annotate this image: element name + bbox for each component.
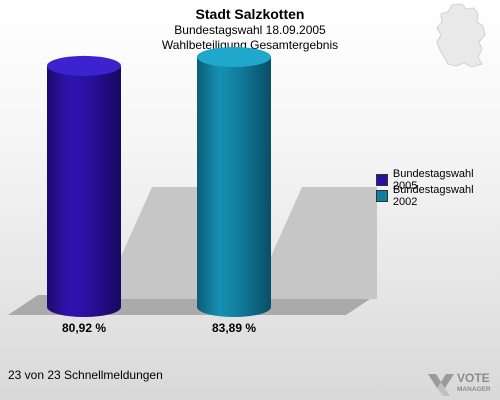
legend-swatch-2005 xyxy=(376,174,388,186)
legend-item-2002: Bundestagswahl 2002 xyxy=(376,184,500,208)
title-block: Stadt Salzkotten Bundestagswahl 18.09.20… xyxy=(0,6,500,53)
chart-subtitle: Bundestagswahl 18.09.2005 xyxy=(174,23,326,37)
bar-shadow xyxy=(102,187,227,299)
logo-text-vote: VOTE xyxy=(457,371,490,385)
legend-label-2005: Bundestagswahl 2005 xyxy=(392,168,474,192)
bar-top xyxy=(197,47,271,68)
bar-top xyxy=(47,55,121,76)
chart-subtitle-2: Wahlbeteiligung Gesamtergebnis xyxy=(161,38,339,52)
data-label: 83,89 % xyxy=(212,321,256,335)
germany-map-icon xyxy=(436,3,486,68)
footer-status: 23 von 23 Schnellmeldungen xyxy=(8,368,163,382)
bar-shadow xyxy=(252,187,377,299)
legend-item-2005: Bundestagswahl 2005 xyxy=(376,168,500,192)
bar-body xyxy=(197,57,271,317)
bar-0 xyxy=(47,55,121,317)
vote-manager-logo: VOTE MANAGER xyxy=(428,371,491,396)
data-label: 80,92 % xyxy=(62,321,106,335)
bar-body xyxy=(47,65,121,317)
logo-text-manager: MANAGER xyxy=(457,386,491,393)
chart-title: Stadt Salzkotten xyxy=(195,6,305,22)
legend-label-2002: Bundestagswahl 2002 xyxy=(392,184,474,208)
legend: Bundestagswahl 2005 Bundestagswahl 2002 xyxy=(376,168,500,208)
legend-swatch-2002 xyxy=(376,190,388,202)
bar-1 xyxy=(197,47,271,317)
